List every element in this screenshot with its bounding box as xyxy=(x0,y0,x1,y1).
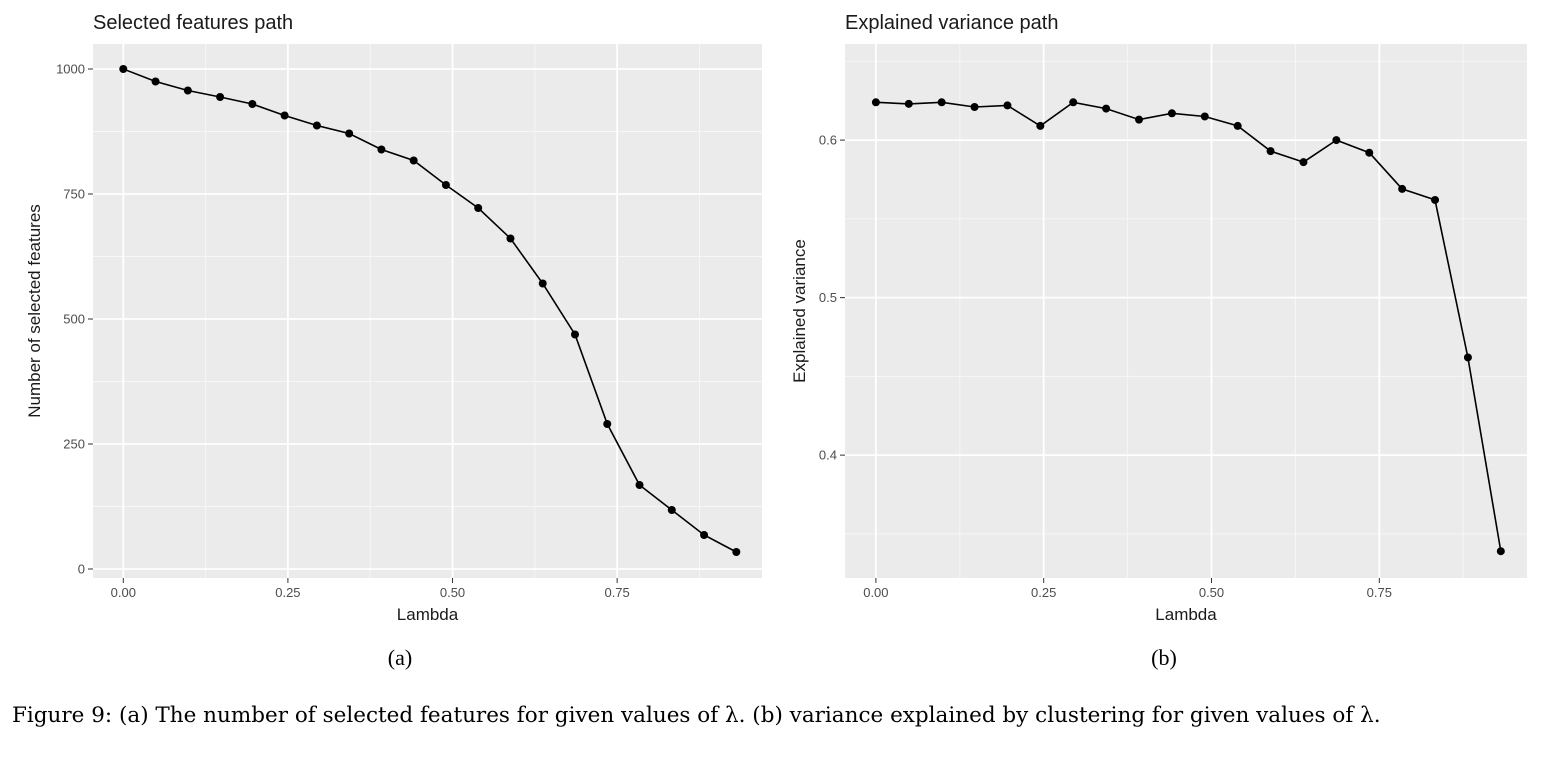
chart-a-data-point xyxy=(312,121,321,130)
chart-a-data-point xyxy=(345,129,354,138)
chart-a-data-point xyxy=(151,77,160,86)
chart-a-data-point xyxy=(409,156,418,165)
chart-b-plot-background xyxy=(845,44,1527,578)
chart-a-data-point xyxy=(732,548,741,556)
chart-a-data-point xyxy=(538,279,547,288)
chart-a-plot-background xyxy=(93,44,762,578)
chart-b-data-point xyxy=(1431,195,1440,204)
chart-b-data-point xyxy=(1036,121,1045,130)
chart-a-data-point xyxy=(603,420,612,428)
chart-a-data-point xyxy=(248,100,257,108)
chart-a-y-tick-label: 250 xyxy=(63,437,85,452)
chart-b: 0.00 0.25 0.50 0.75 0.4 0.5 0.6 Explained varia… xyxy=(790,12,1527,670)
chart-a-x-tick-label: 0.00 xyxy=(111,585,136,600)
chart-b-data-point xyxy=(1266,147,1275,156)
chart-b-data-point xyxy=(871,98,880,107)
chart-a: 0.00 0.25 0.50 0.75 0 250 500 750 1000 Selected f… xyxy=(25,12,762,670)
chart-a-y-tick-label: 0 xyxy=(78,562,85,577)
chart-b-data-point xyxy=(1135,115,1144,124)
chart-b-data-point xyxy=(1200,112,1209,121)
chart-b-data-point xyxy=(1069,98,1078,107)
chart-a-data-point xyxy=(506,234,515,243)
chart-b-title: Explained variance path xyxy=(845,12,1058,34)
chart-a-data-point xyxy=(441,181,450,189)
chart-b-series-line xyxy=(875,101,1502,552)
chart-a-data-point xyxy=(700,531,709,539)
chart-b-data-point xyxy=(1102,104,1111,113)
chart-a-x-tick-label: 0.75 xyxy=(604,585,629,600)
chart-b-x-axis-label: Lambda xyxy=(1155,605,1217,624)
chart-b-y-tick-label: 0.6 xyxy=(819,133,837,148)
chart-b-panel-label: (b) xyxy=(1151,645,1177,670)
chart-b-data-point xyxy=(904,99,913,108)
chart-a-x-tick-label: 0.50 xyxy=(440,585,465,600)
chart-b-data-point xyxy=(1496,547,1505,556)
chart-a-title: Selected features path xyxy=(93,12,293,34)
chart-b-data-point xyxy=(1463,353,1472,362)
chart-b-y-tick-label: 0.4 xyxy=(819,448,837,463)
chart-b-data-point xyxy=(1167,109,1176,118)
chart-a-y-tick-label: 1000 xyxy=(56,62,85,77)
chart-a-data-point xyxy=(667,506,676,514)
chart-b-data-point xyxy=(1299,158,1308,167)
chart-a-x-tick-label: 0.25 xyxy=(275,585,300,600)
chart-b-data-point xyxy=(1233,121,1242,130)
chart-a-data-point xyxy=(377,145,386,154)
chart-b-x-tick-label: 0.25 xyxy=(1031,585,1056,600)
chart-b-x-tick-label: 0.75 xyxy=(1367,585,1392,600)
chart-a-y-tick-label: 750 xyxy=(63,187,85,202)
chart-a-data-point xyxy=(570,330,579,339)
chart-b-y-tick-label: 0.5 xyxy=(819,290,837,305)
chart-b-y-axis-label: Explained variance xyxy=(790,239,809,383)
figure-caption: Figure 9: (a) The number of selected fea… xyxy=(12,703,1381,728)
chart-a-data-point xyxy=(183,86,192,95)
chart-a-x-axis-label: Lambda xyxy=(397,605,459,624)
chart-b-data-point xyxy=(1332,136,1341,145)
chart-a-panel-label: (a) xyxy=(388,645,412,670)
chart-a-data-point xyxy=(280,111,289,120)
chart-a-y-axis-label: Number of selected features xyxy=(25,204,44,418)
chart-a-data-point xyxy=(216,93,225,101)
chart-b-data-point xyxy=(1398,184,1407,193)
chart-a-series-line xyxy=(123,68,737,553)
chart-a-y-tick-label: 500 xyxy=(63,312,85,327)
chart-b-data-point xyxy=(937,98,946,107)
chart-b-data-point xyxy=(1003,101,1012,110)
chart-a-data-point xyxy=(635,481,644,489)
chart-b-data-point xyxy=(1365,148,1374,157)
chart-b-x-tick-label: 0.00 xyxy=(863,585,888,600)
chart-b-data-point xyxy=(970,103,979,112)
chart-a-data-point xyxy=(119,65,128,73)
chart-a-data-point xyxy=(474,204,483,212)
chart-b-x-tick-label: 0.50 xyxy=(1199,585,1224,600)
